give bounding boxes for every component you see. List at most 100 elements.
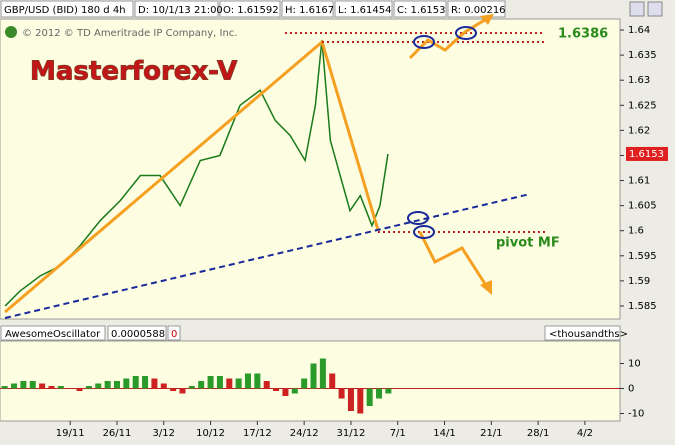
x-tick-label: 21/1: [480, 428, 502, 439]
osc-bar: [188, 386, 195, 389]
price-line: [4, 39, 389, 307]
osc-bar: [216, 376, 223, 389]
pivot-label: pivot MF: [496, 236, 560, 251]
osc-bar: [48, 386, 55, 389]
info-icon: [5, 26, 17, 38]
osc-bar: [254, 373, 261, 389]
y-tick-label: 1.61: [628, 176, 650, 187]
x-tick-label: 4/2: [577, 428, 593, 439]
copyright: © 2012 © TD Ameritrade IP Company, Inc.: [22, 28, 238, 39]
osc-zero: 0: [171, 329, 177, 340]
header-cell: [219, 0, 281, 18]
date: D: 10/1/13 21:00: [138, 5, 223, 16]
header-cell: [0, 0, 134, 18]
y-tick-label: 1.62: [628, 125, 650, 136]
y-tick-label: 1.625: [628, 100, 657, 111]
osc-bar: [123, 378, 130, 389]
y-tick-label: 0: [628, 384, 634, 395]
close: C: 1.6153: [397, 5, 446, 16]
range: R: 0.00216: [451, 5, 506, 16]
header-cell: [0, 325, 106, 341]
low: L: 1.61454: [338, 5, 391, 16]
y-tick-label: -10: [628, 409, 644, 420]
osc-value: 0.0000588: [111, 329, 165, 340]
osc-bar: [29, 381, 36, 389]
x-tick-label: 26/11: [103, 428, 132, 439]
osc-bar: [160, 383, 167, 389]
osc-bar: [95, 383, 102, 389]
osc-bar: [245, 373, 251, 389]
osc-bar: [301, 378, 308, 389]
y-tick-label: 1.595: [628, 251, 657, 262]
x-tick-label: 24/12: [290, 428, 319, 439]
osc-bar: [11, 383, 18, 389]
x-tick-label: 17/12: [243, 428, 272, 439]
high: H: 1.6167: [285, 5, 334, 16]
marks: 1.5851.591.5951.61.6051.611.6151.621.625…: [0, 25, 668, 439]
symbol: GBP/USD (BID) 180 d 4h: [4, 5, 126, 16]
osc-bar: [132, 376, 139, 389]
osc-bar: [20, 381, 27, 389]
osc-bar: [329, 373, 336, 389]
osc-bar: [170, 388, 177, 391]
marker: [413, 35, 435, 49]
osc-bar: [85, 386, 92, 389]
header-cell: [447, 0, 506, 18]
osc-bar: [282, 388, 289, 396]
y-tick-label: 1.64: [628, 25, 650, 36]
header-cell: [334, 0, 393, 18]
y-tick-label: 1.63: [628, 75, 650, 86]
osc-bar: [57, 386, 64, 389]
arrow: [408, 16, 489, 60]
osc-bar: [104, 381, 111, 389]
osc-title: AwesomeOscillator: [5, 329, 101, 340]
osc-bar: [39, 383, 46, 389]
y-tick-label: 1.605: [628, 201, 657, 212]
marker: [455, 26, 477, 40]
x-tick-label: 31/12: [337, 428, 366, 439]
x-tick-label: 14/1: [433, 428, 455, 439]
price-plot: [0, 18, 621, 320]
osc-bar: [76, 388, 83, 391]
osc-bar: [226, 378, 233, 389]
y-tick-label: 1.585: [628, 301, 657, 312]
osc-bar: [310, 363, 317, 389]
x-tick-label: 28/1: [527, 428, 549, 439]
scroll-button[interactable]: [629, 1, 645, 17]
osc-header: AwesomeOscillator 0.0000588 0 <thousandt…: [0, 325, 628, 341]
arrowhead: [480, 280, 492, 295]
osc-bar: [263, 381, 270, 389]
osc-bar: [273, 388, 280, 391]
osc-bar: [366, 388, 373, 406]
open: O: 1.61592: [223, 5, 279, 16]
header: GBP/USD (BID) 180 d 4h D: 10/1/13 21:00 …: [0, 0, 663, 18]
annotations: [4, 14, 545, 319]
marker: [407, 211, 429, 225]
osc-bar: [319, 358, 326, 389]
scroll-button[interactable]: [647, 1, 663, 17]
header-cell: [167, 325, 181, 341]
osc-bar: [207, 376, 214, 389]
x-tick-label: 7/1: [390, 428, 406, 439]
header-cell: [107, 325, 167, 341]
price-label: 1.6153: [629, 149, 664, 160]
osc-bar: [179, 388, 186, 394]
level-label: 1.6386: [558, 27, 608, 42]
osc-bar: [338, 388, 345, 399]
marker: [413, 225, 435, 239]
y-tick-label: 1.635: [628, 50, 657, 61]
osc-bar: [291, 388, 298, 394]
oscillator-plot: [0, 340, 621, 422]
x-tick-label: 10/12: [196, 428, 225, 439]
header-cell: [544, 325, 621, 341]
brand: Masterforex-V: [30, 57, 237, 87]
osc-bar: [1, 386, 8, 389]
osc-bar: [198, 381, 205, 389]
header-cell: [134, 0, 219, 18]
x-tick-label: 19/11: [56, 428, 85, 439]
osc-bar: [357, 388, 364, 414]
osc-bar: [113, 381, 120, 389]
osc-units: <thousandths>: [549, 329, 628, 340]
osc-bar: [235, 378, 242, 389]
